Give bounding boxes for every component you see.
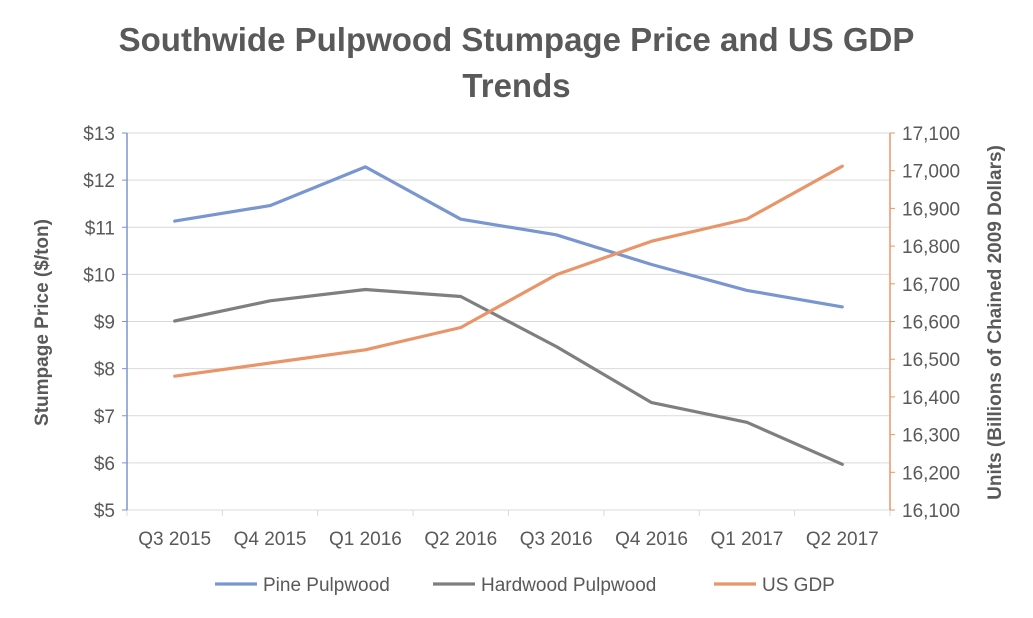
y-tick-label-left: $11 xyxy=(85,218,115,239)
y-tick-label-right: 17,000 xyxy=(902,162,960,183)
y-tick-label-right: 16,500 xyxy=(902,350,960,371)
y-tick-label-right: 16,200 xyxy=(902,463,960,484)
y-tick-label-right: 16,700 xyxy=(902,275,960,296)
series-line-us-gdp xyxy=(173,164,844,378)
x-tick-label: Q1 2017 xyxy=(710,529,783,550)
x-tick-label: Q4 2015 xyxy=(234,529,307,550)
y-tick-label-left: $12 xyxy=(83,171,115,192)
series-line-hardwood-pulpwood xyxy=(173,287,844,466)
y-tick-label-right: 16,300 xyxy=(902,426,960,447)
y-tick-label-left: $13 xyxy=(83,124,115,145)
y-tick-label-right: 16,400 xyxy=(902,388,960,409)
x-tick-label: Q2 2017 xyxy=(806,529,879,550)
y-tick-label-right: 17,100 xyxy=(902,124,960,145)
y-tick-label-left: $5 xyxy=(94,501,115,522)
legend-label-hardwood-pulpwood: Hardwood Pulpwood xyxy=(481,575,656,596)
y-tick-label-right: 16,600 xyxy=(902,313,960,334)
x-tick-label: Q3 2015 xyxy=(138,529,211,550)
y-tick-label-left: $10 xyxy=(83,265,115,286)
x-tick-label: Q4 2016 xyxy=(615,529,688,550)
legend-label-us-gdp: US GDP xyxy=(762,575,835,596)
y-tick-label-left: $7 xyxy=(94,407,115,428)
legend-label-pine-pulpwood: Pine Pulpwood xyxy=(263,575,390,596)
y-axis-title-left: Stumpage Price ($/ton) xyxy=(32,219,53,426)
y-axis-title-right: Units (Billions of Chained 2009 Dollars) xyxy=(985,145,1006,500)
y-tick-label-right: 16,800 xyxy=(902,237,960,258)
x-tick-label: Q1 2016 xyxy=(329,529,402,550)
y-tick-label-right: 16,100 xyxy=(902,501,960,522)
y-tick-label-left: $9 xyxy=(94,313,115,334)
x-tick-label: Q3 2016 xyxy=(520,529,593,550)
y-tick-label-left: $8 xyxy=(94,360,115,381)
series-line-pine-pulpwood xyxy=(173,165,844,309)
chart-title: Southwide Pulpwood Stumpage Price and US… xyxy=(118,21,915,58)
chart-title-line2: Trends xyxy=(462,67,571,104)
x-tick-label: Q2 2016 xyxy=(424,529,497,550)
y-tick-label-right: 16,900 xyxy=(902,199,960,220)
y-tick-label-left: $6 xyxy=(94,454,115,475)
